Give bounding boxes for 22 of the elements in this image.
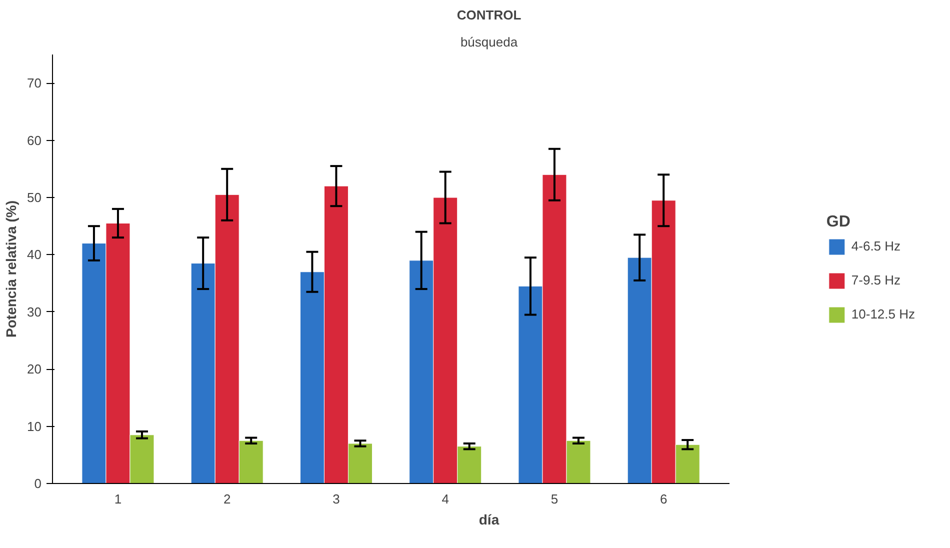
y-tick-label: 20 xyxy=(27,362,42,377)
legend-title: GD xyxy=(826,213,852,231)
y-tick-label: 10 xyxy=(27,418,42,434)
x-axis-title: día xyxy=(478,512,500,528)
y-tick-label: 0 xyxy=(34,476,42,491)
y-axis-title: Potencia relativa (%) xyxy=(3,200,20,338)
chart-title: CONTROL xyxy=(456,8,522,22)
legend-label: 7-9.5 Hz xyxy=(851,272,901,288)
legend-label: 10-12.5 Hz xyxy=(851,306,915,322)
y-tick-label: 30 xyxy=(27,304,42,320)
y-tick-label: 60 xyxy=(27,132,42,148)
y-tick-label: 50 xyxy=(27,190,42,205)
x-tick-label: 1 xyxy=(114,492,122,506)
x-tick-label: 3 xyxy=(332,492,340,506)
chart-subtitle: búsqueda xyxy=(460,34,518,50)
y-tick-label: 70 xyxy=(27,76,42,91)
x-tick-label: 2 xyxy=(223,492,231,506)
y-tick-label: 40 xyxy=(27,247,42,262)
x-tick-label: 6 xyxy=(660,492,668,506)
x-tick-label: 4 xyxy=(442,492,449,506)
legend-label: 4-6.5 Hz xyxy=(851,238,901,254)
x-tick-label: 5 xyxy=(550,492,558,506)
